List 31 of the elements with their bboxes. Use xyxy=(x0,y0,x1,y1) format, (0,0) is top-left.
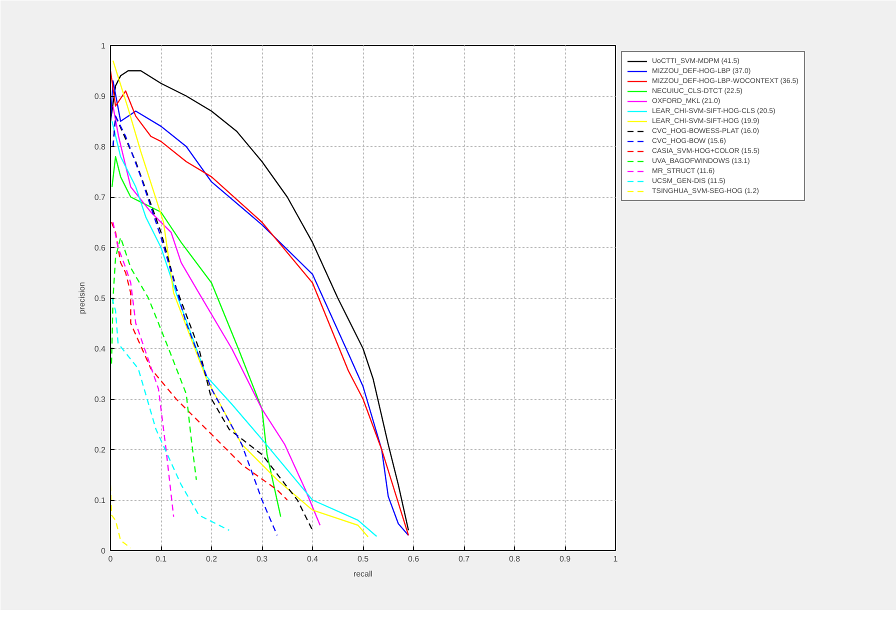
x-tick-label: 0.2 xyxy=(206,554,218,564)
x-tick-label: 0.7 xyxy=(458,554,470,564)
line-series xyxy=(111,156,282,518)
x-axis-title: recall xyxy=(353,570,373,578)
y-tick-label: 0.5 xyxy=(94,294,106,303)
y-tick-label: 0.8 xyxy=(94,142,106,152)
y-axis-title: precision xyxy=(77,282,86,314)
x-tick-label: 0.4 xyxy=(306,554,319,564)
x-tick-label: 0 xyxy=(108,554,114,564)
x-tick-label: 0.3 xyxy=(256,554,268,564)
line-series xyxy=(111,120,378,537)
y-tick-label: 0.4 xyxy=(94,344,106,354)
y-tick-label: 0.7 xyxy=(94,193,106,202)
y-tick-label: 1 xyxy=(101,42,106,50)
y-tick-label: 0.3 xyxy=(94,395,106,404)
x-tick-label: 0.8 xyxy=(508,554,521,564)
line-series xyxy=(110,236,197,480)
x-tick-label: 0.5 xyxy=(357,554,370,564)
x-tick-label: 0.9 xyxy=(559,554,572,564)
y-tick-label: 0.1 xyxy=(94,496,106,505)
y-tick-label: 0.9 xyxy=(94,92,106,101)
x-tick-label: 0.1 xyxy=(155,554,168,564)
line-series xyxy=(112,222,174,518)
x-tick-label: 0.6 xyxy=(408,554,420,564)
y-tick-label: 0.2 xyxy=(94,446,106,454)
y-tick-label: 0.6 xyxy=(94,244,106,252)
y-tick-label: 0 xyxy=(101,546,106,556)
line-series xyxy=(111,297,230,531)
line-series xyxy=(110,222,288,501)
line-series xyxy=(112,60,369,538)
x-tick-label: 1 xyxy=(613,554,618,564)
